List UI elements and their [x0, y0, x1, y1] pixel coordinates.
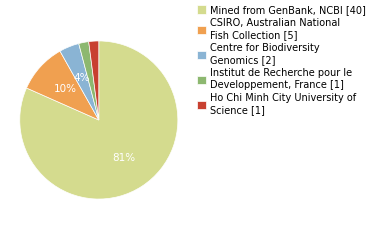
Wedge shape	[20, 41, 178, 199]
Wedge shape	[79, 42, 99, 120]
Legend: Mined from GenBank, NCBI [40], CSIRO, Australian National
Fish Collection [5], C: Mined from GenBank, NCBI [40], CSIRO, Au…	[197, 5, 366, 115]
Text: 4%: 4%	[73, 72, 90, 83]
Wedge shape	[89, 41, 99, 120]
Text: 81%: 81%	[112, 153, 135, 163]
Wedge shape	[27, 51, 99, 120]
Text: 10%: 10%	[53, 84, 76, 94]
Wedge shape	[60, 43, 99, 120]
